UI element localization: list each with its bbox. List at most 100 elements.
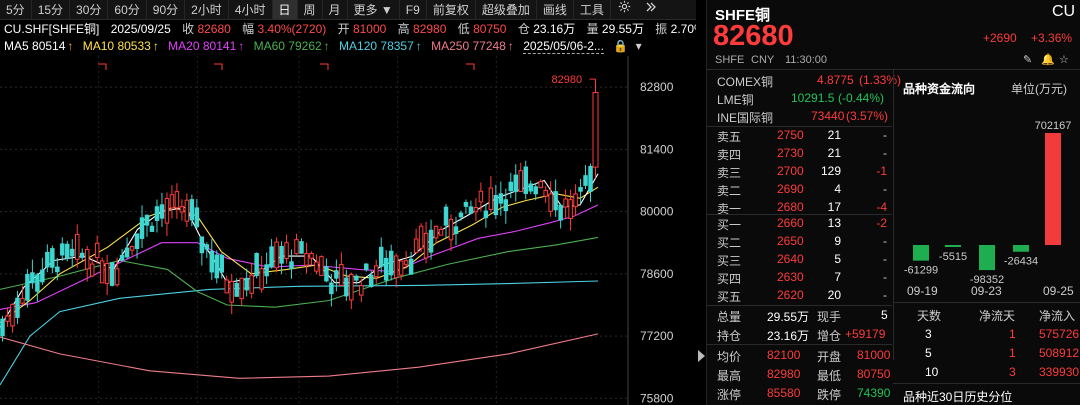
forward-adjust-button[interactable]: 前复权 (427, 0, 476, 19)
ma120-legend[interactable]: MA120 78357 (339, 39, 414, 53)
candle-body (70, 248, 75, 257)
super-overlay-button[interactable]: 超级叠加 (476, 0, 537, 19)
stat-low-label: 最低 (817, 369, 842, 383)
orderbook-change: - (883, 288, 887, 302)
candle-body (30, 272, 35, 284)
candle-body (219, 254, 225, 273)
candlestick-chart[interactable]: 82800 81400 80000 78600 77200 75800 82980 (0, 56, 696, 405)
drawing-button[interactable]: 画线 (537, 0, 574, 19)
period-week[interactable]: 周 (298, 0, 323, 19)
candle-body (423, 232, 429, 259)
ma250-value: 77248 (472, 39, 506, 53)
flow-net: 508912 (1039, 346, 1080, 360)
tools-button[interactable]: 工具 (574, 0, 611, 19)
ma-arrow-icon: ↑ (415, 39, 422, 53)
gear-icon[interactable] (611, 0, 638, 19)
candle-body (418, 225, 424, 249)
candle-body (428, 229, 434, 253)
period-5min[interactable]: 5分 (0, 0, 32, 19)
period-4hour[interactable]: 4小时 (229, 0, 273, 19)
flow-days: 10 (925, 365, 939, 379)
orderbook-label: 买三 (717, 254, 742, 268)
ma-arrow-icon: ↑ (323, 39, 330, 53)
amplitude-label: 振 (655, 22, 668, 36)
chart-scroll-handle[interactable] (697, 349, 706, 363)
candle-body (533, 186, 538, 195)
history-percentile-title[interactable]: 品种近30日历史分位 (903, 390, 1013, 404)
y-tick-label: 77200 (640, 329, 674, 343)
double-chevron-right-icon[interactable] (638, 0, 664, 19)
related-lme-label[interactable]: LME铜 (717, 93, 754, 107)
candle-body (114, 268, 120, 286)
candle-body (364, 263, 369, 271)
candle-body (204, 244, 210, 250)
candle-body (65, 243, 70, 259)
period-more-button[interactable]: 更多 ▼ (348, 0, 400, 19)
ma10-legend[interactable]: MA10 80533 (83, 39, 151, 53)
candle-body (473, 207, 479, 213)
chevron-down-icon: ▼ (380, 2, 393, 17)
period-2hour[interactable]: 2小时 (185, 0, 229, 19)
dropdown-icon[interactable]: ▾ (635, 39, 642, 53)
candle-body (159, 204, 165, 219)
flow-date-0: 09-19 (907, 284, 938, 298)
ma250-label: MA250 (431, 39, 470, 53)
star-icon[interactable]: ☆ (1059, 54, 1069, 66)
period-month[interactable]: 月 (323, 0, 348, 19)
stat-open: 81000 (857, 348, 891, 362)
candle-body (149, 225, 155, 232)
candle-body (184, 199, 190, 222)
candle-body (548, 193, 553, 212)
orderbook-change: - (883, 234, 887, 248)
orderbook-price: 2660 (777, 216, 804, 230)
candle-body (144, 214, 150, 226)
candle-body (174, 191, 180, 209)
orderbook-label: 买四 (717, 272, 742, 286)
orderbook-change: -4 (876, 200, 887, 214)
fund-flow-chart: -61299-5515-98352-26434 702167 (904, 120, 1071, 286)
candle-body (508, 181, 514, 192)
event-bracket-icon (214, 63, 223, 70)
candle-body (89, 263, 95, 277)
stat-volume-label: 总量 (717, 310, 742, 324)
period-30min[interactable]: 30分 (70, 0, 109, 19)
candle-body (60, 243, 65, 256)
event-bracket-icon (466, 63, 475, 70)
stat-limit-down: 74390 (857, 386, 891, 400)
candle-body (224, 279, 229, 294)
ma5-legend[interactable]: MA5 80514 (4, 39, 65, 53)
candle-body (324, 266, 329, 282)
period-60min[interactable]: 60分 (108, 0, 147, 19)
ma60-legend[interactable]: MA60 79262 (254, 39, 322, 53)
ma20-legend[interactable]: MA20 80141 (168, 39, 236, 53)
candle-body (209, 250, 215, 273)
related-lme-value: 10291.5 (791, 91, 835, 105)
f9-button[interactable]: F9 (400, 0, 427, 19)
candle-body (568, 199, 573, 219)
period-90min[interactable]: 90分 (147, 0, 186, 19)
period-day[interactable]: 日 (272, 0, 298, 19)
flow-date-2: 09-25 (1043, 284, 1074, 298)
lock-icon[interactable]: 🔒 (613, 39, 629, 53)
ma250-legend[interactable]: MA250 77248 (431, 39, 506, 53)
orderbook-volume: 4 (834, 182, 841, 196)
candle-body (314, 261, 319, 272)
candle-body (503, 199, 509, 212)
related-comex-label[interactable]: COMEX铜 (717, 75, 774, 89)
candle-body (448, 219, 454, 241)
related-ine-label[interactable]: INE国际铜 (717, 111, 774, 125)
period-more-label: 更多 (353, 2, 378, 17)
candle-body (119, 254, 125, 261)
candle-body (588, 165, 593, 192)
period-15min[interactable]: 15分 (32, 0, 71, 19)
candle-body (104, 263, 110, 284)
ma60-value: 79262 (288, 39, 322, 53)
edit-icon[interactable]: ✎ (1023, 54, 1033, 66)
bell-icon[interactable]: 🔔 (1041, 54, 1055, 66)
flow-days: 3 (925, 327, 932, 341)
ma-range-selector[interactable]: 2025/05/06-2... (523, 39, 604, 54)
candle-body (518, 170, 524, 192)
price-change: +2690 (983, 31, 1017, 45)
related-comex-pct: (1.33%) (859, 73, 902, 87)
candle-body (179, 206, 185, 213)
